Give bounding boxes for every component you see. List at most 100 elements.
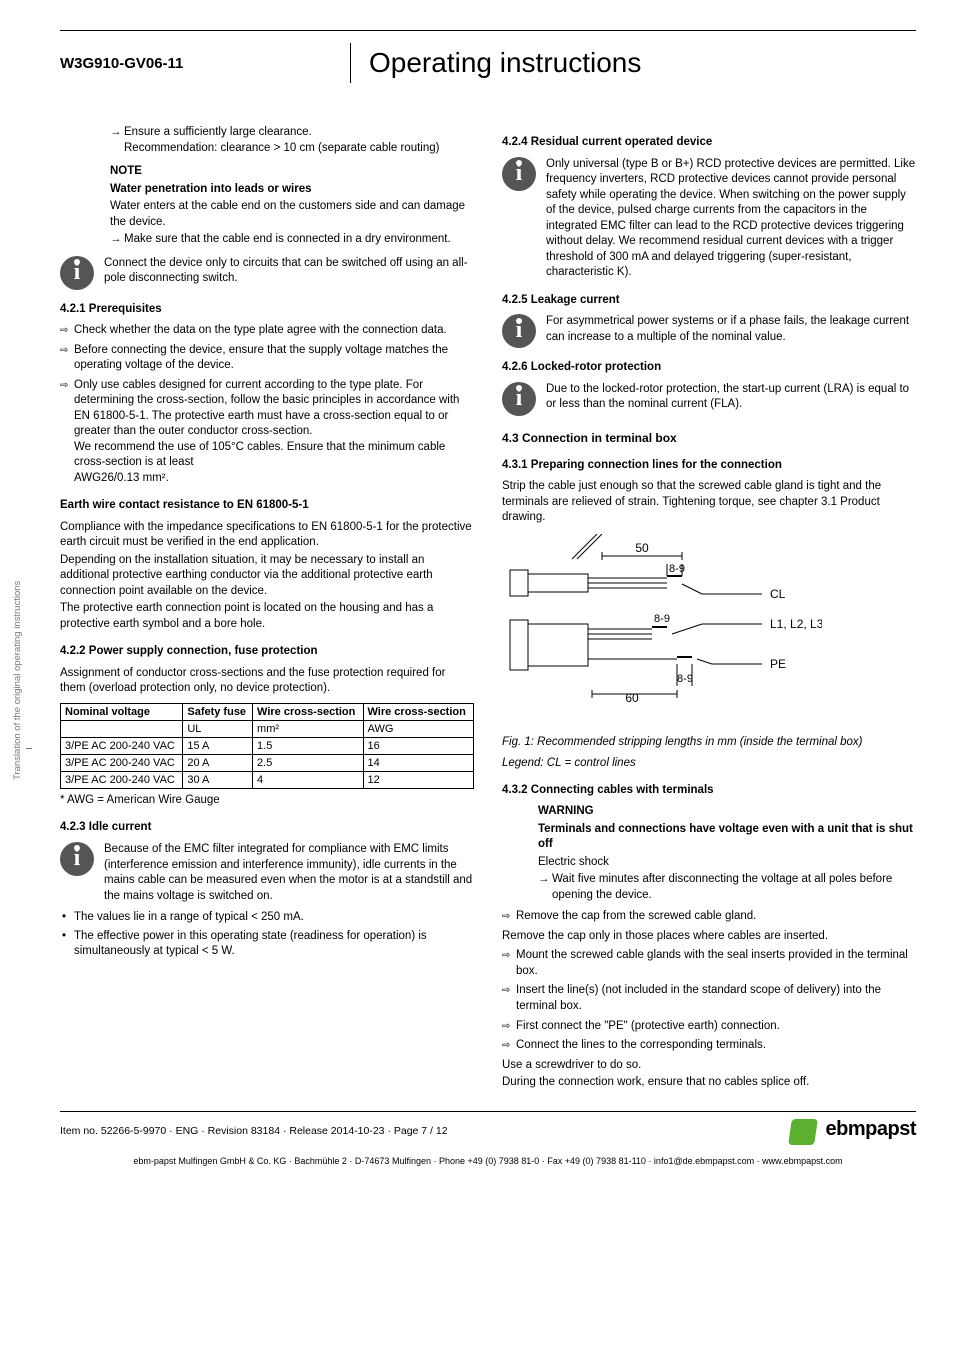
dim-50: 50 [635,541,649,555]
list-item: Insert the line(s) (not included in the … [516,983,916,1014]
list-item: Before connecting the device, ensure tha… [74,343,474,374]
list-item: Ensure a sufficiently large clearance. R… [124,125,474,156]
text: Ensure a sufficiently large clearance. [124,126,312,138]
text: We recommend the use of 105°C cables. En… [74,441,445,469]
info-text: Due to the locked-rotor protection, the … [546,382,916,413]
table-row: UL mm² AWG [61,720,474,737]
paragraph: Depending on the installation situation,… [60,553,474,600]
note-label: NOTE [110,164,474,180]
ebmpapst-logo: ebmpapst [826,1118,916,1140]
logo-ebm: ebm [826,1118,866,1140]
figure-legend: Legend: CL = control lines [502,756,916,771]
td: mm² [253,720,363,737]
product-code: W3G910-GV06-11 [60,55,350,72]
td: UL [183,720,253,737]
fuse-table: Nominal voltage Safety fuse Wire cross-s… [60,703,474,789]
list-item: Check whether the data on the type plate… [74,323,474,339]
info-icon [60,256,94,290]
info-row: Connect the device only to circuits that… [60,256,474,290]
table-row: Nominal voltage Safety fuse Wire cross-s… [61,703,474,720]
td: 3/PE AC 200-240 VAC [61,771,183,788]
green-badge-icon [789,1119,819,1145]
info-row: For asymmetrical power systems or if a p… [502,314,916,348]
dim-89a: 8-9 [669,563,685,575]
td [61,720,183,737]
paragraph: The protective earth connection point is… [60,601,474,632]
info-row: Only universal (type B or B+) RCD protec… [502,157,916,281]
td: 1.5 [253,737,363,754]
warning-label: WARNING [538,804,916,820]
note-block: NOTE Water penetration into leads or wir… [110,164,474,248]
dim-89b: 8-9 [654,613,670,625]
th: Wire cross-section [363,703,473,720]
info-icon [502,314,536,348]
td: 12 [363,771,473,788]
paragraph: During the connection work, ensure that … [502,1075,916,1091]
info-icon [60,842,94,876]
heading-425: 4.2.5 Leakage current [502,293,916,309]
td: AWG [363,720,473,737]
warning-title: Terminals and connections have voltage e… [538,822,916,853]
heading-43: 4.3 Connection in terminal box [502,430,916,446]
footer-right: ebmpapst [790,1118,916,1145]
heading-431: 4.3.1 Preparing connection lines for the… [502,458,916,474]
doc-title: Operating instructions [369,47,641,79]
td: 2.5 [253,754,363,771]
info-text: Connect the device only to circuits that… [104,256,474,287]
footer-item-text: Item no. 52266-5-9970 · ENG · Revision 8… [60,1125,448,1137]
list-item: Make sure that the cable end is connecte… [124,232,474,248]
header-divider [350,43,351,83]
page-header: W3G910-GV06-11 Operating instructions [60,30,916,83]
info-text: Because of the EMC filter integrated for… [104,842,474,904]
vertical-tick [26,748,32,749]
info-icon [502,157,536,191]
stripping-diagram: 50 8-9 [502,534,822,724]
heading-421: 4.2.1 Prerequisites [60,302,474,318]
list-item: First connect the "PE" (protective earth… [516,1019,916,1035]
list-item: Wait five minutes after disconnecting th… [552,872,916,903]
th: Nominal voltage [61,703,183,720]
paragraph: Remove the cap only in those places wher… [502,929,916,945]
company-line: ebm-papst Mulfingen GmbH & Co. KG · Bach… [60,1155,916,1167]
dim-60: 60 [625,691,639,705]
warning-block: WARNING Terminals and connections have v… [538,804,916,903]
list-item: The effective power in this operating st… [74,929,474,960]
td: 3/PE AC 200-240 VAC [61,754,183,771]
list-item: The values lie in a range of typical < 2… [74,910,474,926]
logo-papst: papst [865,1118,916,1140]
td: 3/PE AC 200-240 VAC [61,737,183,754]
paragraph: Compliance with the impedance specificat… [60,520,474,551]
td: 4 [253,771,363,788]
td: 16 [363,737,473,754]
list-item: Remove the cap from the screwed cable gl… [516,909,916,925]
th: Wire cross-section [253,703,363,720]
heading-432: 4.3.2 Connecting cables with terminals [502,783,916,799]
paragraph: Assignment of conductor cross-sections a… [60,666,474,697]
heading-423: 4.2.3 Idle current [60,820,474,836]
info-row: Due to the locked-rotor protection, the … [502,382,916,416]
warning-sub: Electric shock [538,855,916,871]
left-column: Ensure a sufficiently large clearance. R… [60,123,474,1093]
td: 14 [363,754,473,771]
info-text: Only universal (type B or B+) RCD protec… [546,157,916,281]
list-item: Connect the lines to the corresponding t… [516,1038,916,1054]
dim-89c: 8-9 [677,673,693,685]
figure-1: 50 8-9 [502,534,916,727]
list-item: Only use cables designed for current acc… [74,378,474,487]
heading-earth: Earth wire contact resistance to EN 6180… [60,498,474,514]
paragraph: Strip the cable just enough so that the … [502,479,916,526]
right-column: 4.2.4 Residual current operated device O… [502,123,916,1093]
note-body: Water enters at the cable end on the cus… [110,199,474,230]
text: Recommendation: clearance > 10 cm (separ… [124,142,439,154]
figure-caption: Fig. 1: Recommended stripping lengths in… [502,735,916,750]
td: 15 A [183,737,253,754]
td: 30 A [183,771,253,788]
label-pe: PE [770,657,786,671]
table-row: 3/PE AC 200-240 VAC 15 A 1.5 16 [61,737,474,754]
label-l123: L1, L2, L3 [770,617,822,631]
heading-426: 4.2.6 Locked-rotor protection [502,360,916,376]
info-text: For asymmetrical power systems or if a p… [546,314,916,345]
table-row: 3/PE AC 200-240 VAC 30 A 4 12 [61,771,474,788]
heading-424: 4.2.4 Residual current operated device [502,135,916,151]
text: AWG26/0.13 mm². [74,472,169,484]
